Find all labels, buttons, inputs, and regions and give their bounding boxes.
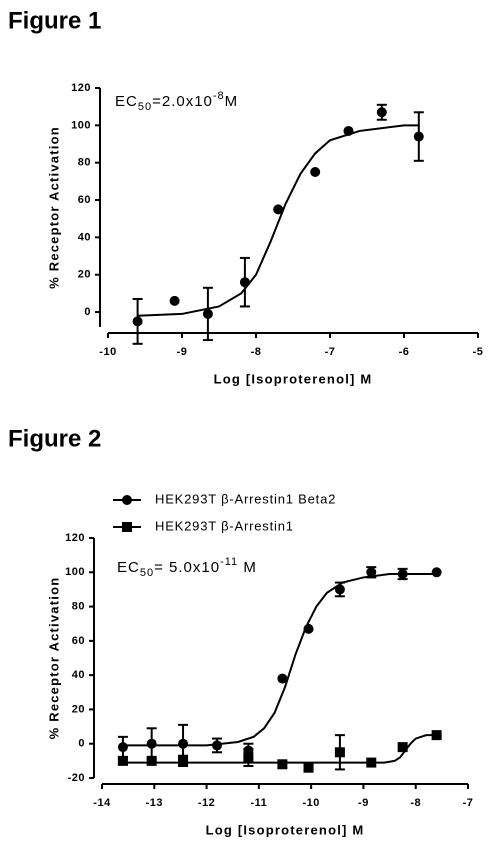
annotation: EC50= 5.0x10-11 M [117,556,257,579]
annotation-part: M [225,93,239,110]
y-axis-label: % Receptor Activation [46,126,61,289]
fit-curve [122,734,437,764]
data-point [273,204,284,215]
figure-title: Figure 1 [8,7,101,34]
data-point [397,569,408,579]
x-tick-label: -13 [146,797,163,809]
data-point [334,584,345,595]
data-point [431,730,442,741]
data-point [431,567,442,578]
y-tick-label: 0 [78,738,85,750]
data-point [303,623,314,634]
y-tick-label: 20 [72,703,85,715]
y-tick-label: 40 [78,231,91,243]
annotation-part: 50 [138,101,152,113]
data-point [239,277,250,288]
y-tick-label: 100 [71,119,91,131]
data-point [397,742,408,753]
annotation-part: = 5.0x10 [154,559,220,576]
y-tick-label: 120 [71,82,91,94]
x-axis-label: Log [Isoproterenol] M [214,371,373,386]
annotation-part: 50 [140,567,154,579]
data-point [310,167,321,178]
y-tick-label: 0 [84,306,91,318]
data-point [334,747,345,758]
x-tick-label: -9 [358,797,369,809]
legend-marker [122,522,132,532]
data-point [146,755,157,766]
data-point [178,755,189,766]
fit-curve [122,573,437,747]
annotation-part: -8 [213,90,225,102]
x-tick-label: -7 [463,797,474,809]
x-tick-label: -7 [325,346,336,358]
legend-label: HEK293T β-Arrestin1 Beta2 [155,491,336,506]
data-point [146,738,157,749]
annotation-part: EC [115,93,138,110]
legend-label: HEK293T β-Arrestin1 [155,518,294,533]
y-tick-label: -20 [68,772,85,784]
y-tick-label: 120 [65,532,85,544]
y-tick-label: 80 [78,157,91,169]
x-tick-label: -8 [410,797,421,809]
annotation: EC50=2.0x10-8M [115,90,238,113]
data-point [277,759,288,770]
data-point [366,757,377,768]
data-point [366,567,377,578]
data-point [413,131,424,142]
x-axis-label: Log [Isoproterenol] M [206,822,365,837]
x-tick-label: -6 [399,346,410,358]
data-point [277,673,288,684]
annotation-part: EC [117,559,140,576]
data-point [178,738,189,749]
x-tick-label: -10 [302,797,319,809]
x-tick-label: -5 [473,346,484,358]
fit-curve [137,124,419,317]
figure-title: Figure 2 [8,425,101,452]
legend-marker [122,495,132,505]
x-tick-label: -8 [251,346,262,358]
data-point [303,762,314,773]
y-tick-label: 40 [72,669,85,681]
annotation-part: M [238,559,257,576]
x-tick-label: -12 [198,797,215,809]
data-point [343,125,354,136]
x-tick-label: -10 [99,346,116,358]
y-tick-label: 80 [72,600,85,612]
x-tick-label: -11 [250,797,267,809]
data-point [117,742,128,753]
annotation-part: -11 [220,556,238,568]
data-point [132,316,143,327]
x-tick-label: -9 [177,346,188,358]
y-tick-label: 60 [78,194,91,206]
y-tick-label: 60 [72,635,85,647]
annotation-part: =2.0x10 [152,93,213,110]
data-point [243,752,254,763]
data-point [202,308,213,319]
data-point [117,755,128,766]
data-point [212,740,223,751]
x-tick-label: -14 [93,797,111,809]
y-axis-label: % Receptor Activation [46,577,61,740]
data-point [169,295,180,306]
y-tick-label: 20 [78,269,91,281]
y-tick-label: 100 [65,566,85,578]
data-point [376,107,387,118]
